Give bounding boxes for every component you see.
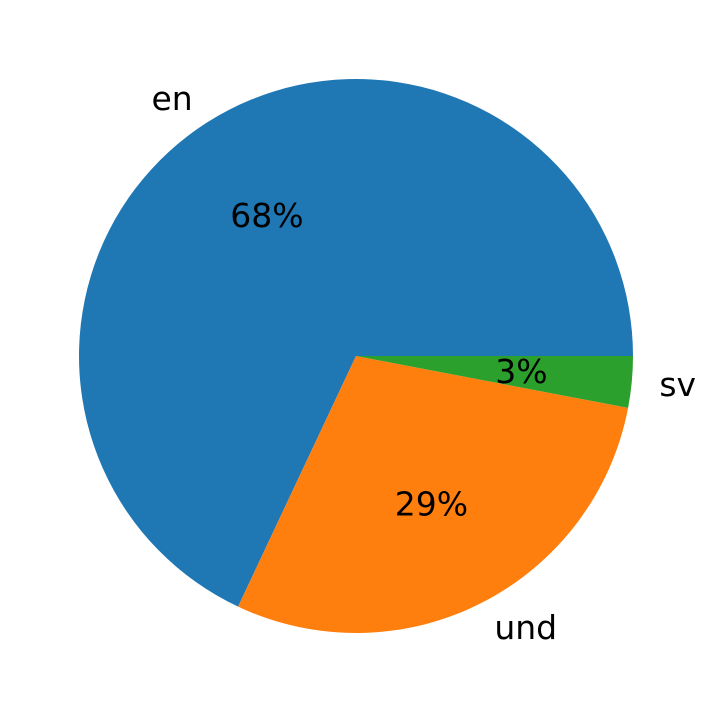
pie-slice-und <box>238 356 629 634</box>
slice-label-und: und <box>494 608 557 647</box>
slice-label-sv: sv <box>659 365 696 404</box>
slice-percent-sv: 3% <box>495 352 547 391</box>
pie-slice-en <box>78 79 633 607</box>
slice-percent-en: 68% <box>230 196 303 235</box>
labels-layer: en 68% und 29% sv 3% <box>152 79 697 647</box>
slice-percent-und: 29% <box>395 485 468 524</box>
pie-slice-sv <box>356 356 633 408</box>
slice-label-en: en <box>152 79 193 118</box>
slices-layer <box>78 79 633 634</box>
